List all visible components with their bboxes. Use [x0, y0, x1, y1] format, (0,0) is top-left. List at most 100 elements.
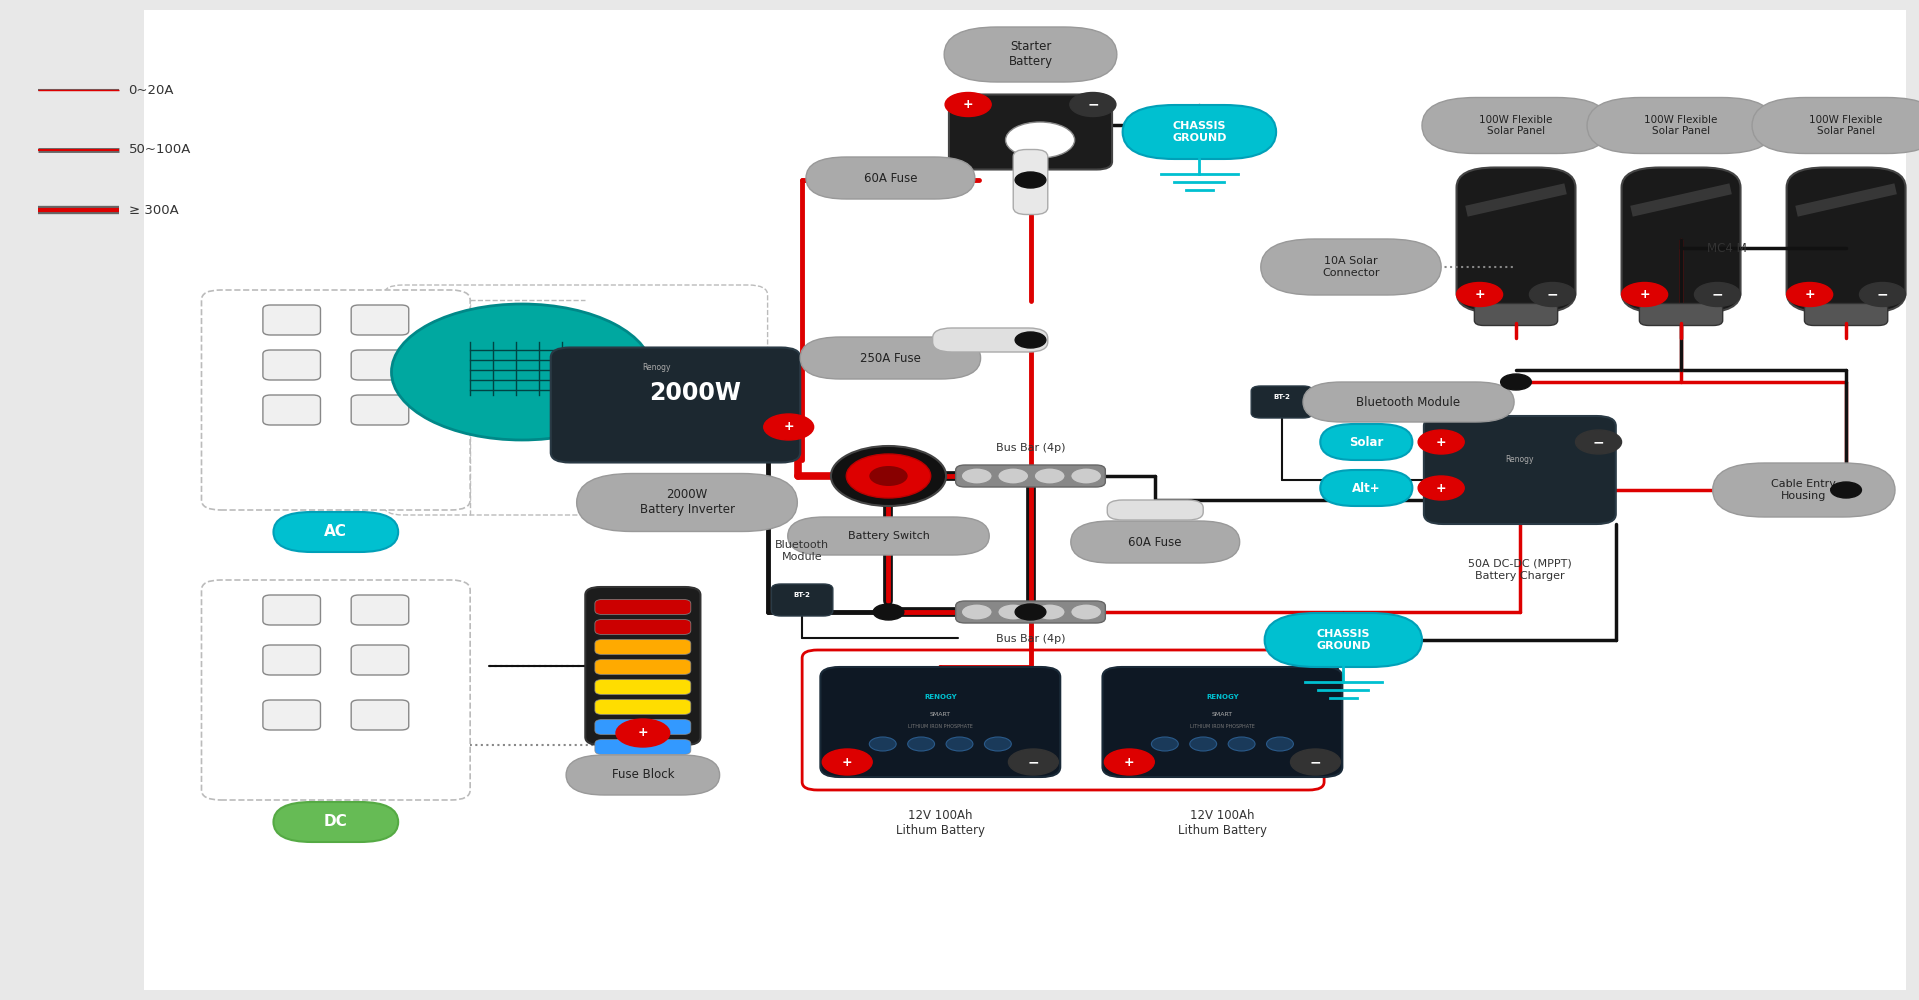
FancyBboxPatch shape [263, 700, 320, 730]
Circle shape [961, 604, 992, 620]
Text: 100W Flexible
Solar Panel: 100W Flexible Solar Panel [1645, 115, 1718, 136]
Circle shape [1071, 93, 1117, 116]
Text: DC: DC [324, 814, 347, 829]
FancyBboxPatch shape [201, 580, 470, 800]
Circle shape [1228, 737, 1255, 751]
Circle shape [1575, 430, 1622, 454]
Circle shape [1071, 604, 1102, 620]
Circle shape [998, 604, 1029, 620]
Text: +: + [1435, 436, 1447, 448]
FancyBboxPatch shape [263, 350, 320, 380]
Text: 12V 100Ah
Lithum Battery: 12V 100Ah Lithum Battery [896, 809, 984, 837]
Text: ≥ 300A: ≥ 300A [129, 204, 178, 217]
Text: BT-2: BT-2 [1274, 394, 1290, 400]
FancyBboxPatch shape [1103, 667, 1343, 777]
Circle shape [908, 737, 935, 751]
Text: Bluetooth Module: Bluetooth Module [1357, 395, 1460, 408]
Circle shape [1860, 282, 1906, 306]
FancyBboxPatch shape [351, 595, 409, 625]
FancyBboxPatch shape [595, 640, 691, 654]
Text: 50~100A: 50~100A [129, 143, 192, 156]
Circle shape [1831, 482, 1861, 498]
FancyBboxPatch shape [595, 700, 691, 714]
FancyBboxPatch shape [944, 27, 1117, 82]
FancyBboxPatch shape [789, 517, 990, 555]
Text: SMART: SMART [929, 711, 952, 716]
Circle shape [616, 719, 670, 747]
FancyBboxPatch shape [806, 157, 975, 199]
Text: Battery Switch: Battery Switch [848, 531, 929, 541]
Text: Starter
Battery: Starter Battery [1009, 40, 1052, 68]
Circle shape [1267, 737, 1293, 751]
FancyBboxPatch shape [595, 680, 691, 694]
FancyBboxPatch shape [263, 645, 320, 675]
Text: SMART: SMART [1211, 711, 1234, 716]
Circle shape [764, 414, 814, 440]
Circle shape [869, 737, 896, 751]
FancyBboxPatch shape [595, 740, 691, 754]
Circle shape [1529, 282, 1575, 306]
FancyBboxPatch shape [1457, 167, 1575, 312]
Circle shape [831, 446, 946, 506]
Text: Fuse Block: Fuse Block [612, 768, 674, 782]
Text: BT-2: BT-2 [794, 592, 810, 598]
Text: Cable Entry
Housing: Cable Entry Housing [1771, 479, 1836, 501]
FancyBboxPatch shape [272, 802, 399, 842]
Circle shape [1015, 604, 1046, 620]
Circle shape [946, 737, 973, 751]
Circle shape [984, 737, 1011, 751]
Circle shape [873, 604, 904, 620]
Text: +: + [1804, 288, 1815, 301]
Circle shape [1034, 604, 1065, 620]
Circle shape [946, 93, 992, 116]
Text: +: + [783, 420, 794, 434]
FancyBboxPatch shape [566, 755, 720, 795]
FancyBboxPatch shape [1787, 167, 1906, 312]
Text: 2000W
Battery Inverter: 2000W Battery Inverter [639, 488, 735, 516]
FancyBboxPatch shape [771, 584, 833, 616]
Text: −: − [1547, 288, 1558, 302]
FancyBboxPatch shape [1424, 416, 1616, 524]
Text: −: − [1027, 755, 1040, 769]
FancyBboxPatch shape [1714, 463, 1894, 517]
Text: +: + [637, 726, 649, 740]
Circle shape [1622, 282, 1668, 306]
FancyBboxPatch shape [1752, 97, 1919, 153]
Text: Alt+: Alt+ [1353, 482, 1380, 494]
Text: 60A Fuse: 60A Fuse [1128, 536, 1182, 548]
Text: +: + [1474, 288, 1485, 301]
FancyBboxPatch shape [201, 290, 470, 510]
Text: +: + [963, 98, 973, 111]
Text: 100W Flexible
Solar Panel: 100W Flexible Solar Panel [1480, 115, 1552, 136]
FancyBboxPatch shape [1107, 500, 1203, 520]
FancyBboxPatch shape [351, 350, 409, 380]
Text: +: + [1639, 288, 1650, 301]
FancyBboxPatch shape [956, 465, 1105, 487]
Circle shape [1787, 282, 1833, 306]
FancyBboxPatch shape [1123, 105, 1276, 159]
Text: −: − [1593, 435, 1604, 449]
FancyBboxPatch shape [1320, 424, 1412, 460]
Text: 100W Flexible
Solar Panel: 100W Flexible Solar Panel [1810, 115, 1883, 136]
FancyBboxPatch shape [1422, 97, 1610, 153]
Text: Renogy: Renogy [1506, 456, 1533, 464]
Text: −: − [1877, 288, 1888, 302]
Circle shape [1765, 470, 1842, 510]
FancyBboxPatch shape [595, 720, 691, 734]
FancyBboxPatch shape [950, 95, 1113, 169]
FancyBboxPatch shape [1639, 304, 1723, 326]
Text: 60A Fuse: 60A Fuse [864, 172, 917, 184]
Circle shape [1105, 749, 1155, 775]
FancyBboxPatch shape [1071, 521, 1240, 563]
Text: LITHIUM IRON PHOSPHATE: LITHIUM IRON PHOSPHATE [908, 724, 973, 728]
FancyBboxPatch shape [1013, 149, 1048, 215]
FancyBboxPatch shape [1622, 167, 1741, 312]
FancyBboxPatch shape [800, 337, 981, 379]
Circle shape [1009, 749, 1059, 775]
FancyBboxPatch shape [595, 660, 691, 674]
Text: CHASSIS
GROUND: CHASSIS GROUND [1173, 121, 1226, 143]
FancyBboxPatch shape [263, 595, 320, 625]
Circle shape [1006, 122, 1075, 158]
FancyBboxPatch shape [578, 474, 798, 532]
Text: AC: AC [324, 524, 347, 540]
